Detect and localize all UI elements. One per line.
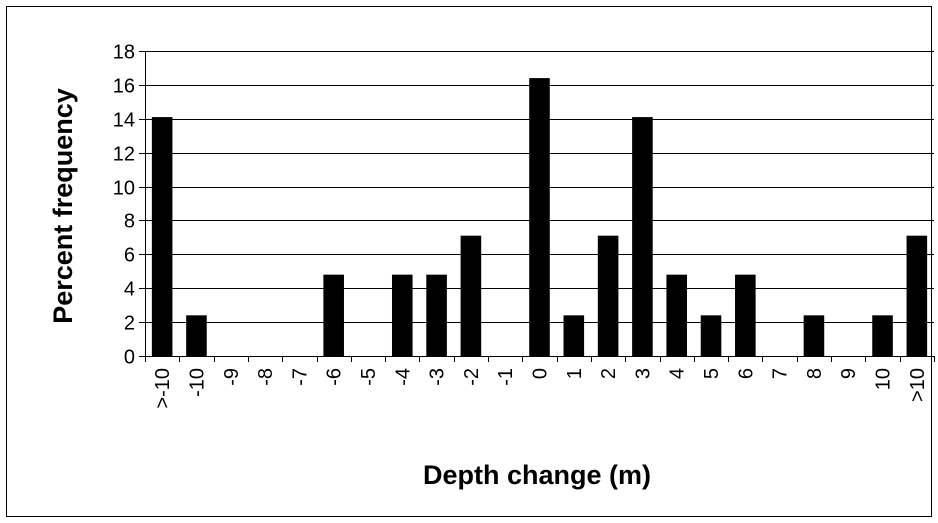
bar-layer xyxy=(151,78,928,356)
x-tick-label: -8 xyxy=(255,368,277,386)
x-tick-label: 1 xyxy=(564,368,586,379)
x-tick-label: 6 xyxy=(735,368,757,379)
bar xyxy=(872,315,893,356)
y-tick-label: 4 xyxy=(124,279,135,301)
bar xyxy=(426,274,447,356)
bar xyxy=(563,315,585,356)
y-tick-label: 0 xyxy=(124,347,135,369)
bar xyxy=(906,235,928,356)
y-tick-label: 14 xyxy=(113,110,135,132)
x-tick-label: -4 xyxy=(392,368,414,386)
bar xyxy=(186,315,207,356)
x-tick-label: 4 xyxy=(667,368,689,379)
x-tick-label: 0 xyxy=(530,368,552,379)
bar xyxy=(632,117,653,356)
x-tick-label: -2 xyxy=(461,368,483,386)
bar xyxy=(597,235,619,356)
y-axis-title: Percent frequency xyxy=(48,88,78,324)
x-tick-label: -10 xyxy=(186,368,208,397)
x-tick-label: 3 xyxy=(632,368,654,379)
x-tick-label: 9 xyxy=(838,368,860,379)
x-tick-label: -5 xyxy=(358,368,380,386)
y-tick-label: 12 xyxy=(113,144,135,166)
x-tick-label: -9 xyxy=(221,368,243,386)
x-tick-label: -7 xyxy=(289,368,311,386)
x-axis-title: Depth change (m) xyxy=(423,460,651,490)
y-tick-label: 10 xyxy=(113,178,135,200)
y-tick-label: 16 xyxy=(113,76,135,98)
bar xyxy=(391,274,413,356)
x-tick-label: 2 xyxy=(598,368,620,379)
y-tick-label: 18 xyxy=(113,42,135,64)
bar xyxy=(529,78,550,356)
x-tick-label: 8 xyxy=(804,368,826,379)
x-tick-label: -6 xyxy=(324,368,346,386)
x-tick-label: >-10 xyxy=(152,368,174,409)
x-tick-label: -1 xyxy=(495,368,517,386)
x-tick-label: 5 xyxy=(701,368,723,379)
axis-layer xyxy=(139,51,935,362)
x-tick-label: -3 xyxy=(427,368,449,386)
y-tick-label: 8 xyxy=(124,211,135,233)
y-tick-label: 2 xyxy=(124,313,135,335)
bar xyxy=(735,274,756,356)
x-tick-label: 10 xyxy=(873,368,895,390)
bar xyxy=(460,235,482,356)
bar xyxy=(666,274,688,356)
x-tick-label: >10 xyxy=(907,368,929,402)
bar xyxy=(151,117,173,356)
y-tick-label: 6 xyxy=(124,245,135,267)
x-tick-label: 7 xyxy=(770,368,792,379)
bar xyxy=(803,315,825,356)
bar xyxy=(700,315,722,356)
bar xyxy=(323,274,344,356)
